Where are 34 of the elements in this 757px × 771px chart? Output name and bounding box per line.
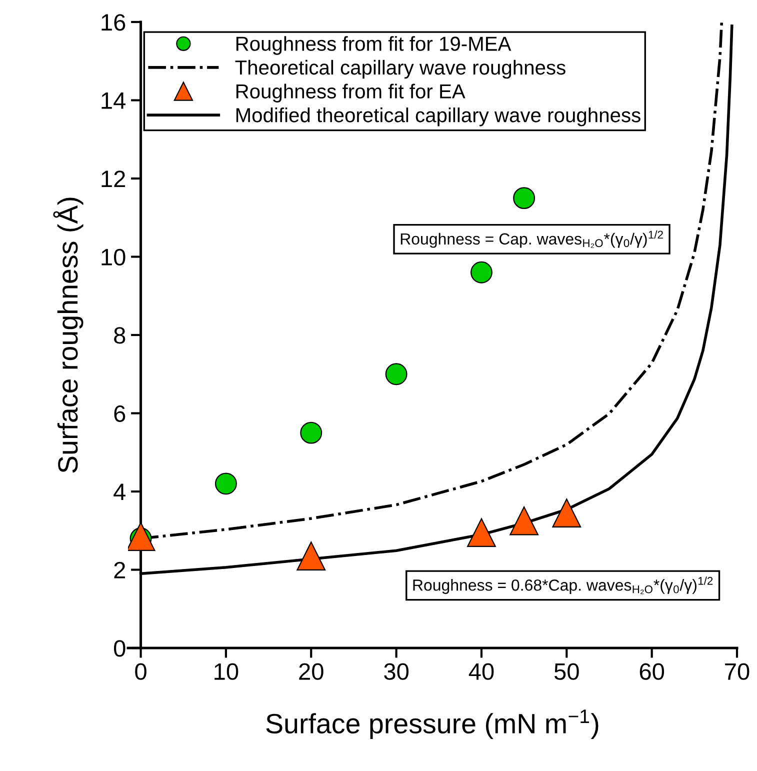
- y-tick-label: 16: [102, 14, 126, 31]
- y-tick-label: 14: [102, 92, 126, 109]
- point: [467, 518, 496, 548]
- x-tick-label: 70: [725, 663, 750, 680]
- y-tick-label: 2: [114, 562, 126, 578]
- x-tick-label: 10: [214, 663, 238, 680]
- point: [510, 506, 539, 536]
- legend-label: Roughness from fit for EA: [236, 84, 466, 102]
- point: [552, 498, 582, 528]
- x-tick-label: 0: [135, 663, 146, 680]
- x-tick-label: 50: [554, 663, 579, 680]
- annotation: Roughness = 0.68*Cap. waves$_{H₂O}$*(γ$_{0}$/γ)$^{1/2}$: [413, 576, 713, 594]
- point: [300, 422, 322, 444]
- point: [385, 363, 408, 386]
- legend-label: Roughness from fit for 19-MEA: [236, 36, 512, 55]
- point: [214, 472, 237, 495]
- y-tick-label: 12: [102, 170, 126, 188]
- y-tick-label: 4: [114, 484, 126, 500]
- y-tick-label: 10: [102, 248, 126, 266]
- x-tick-label: 30: [384, 663, 409, 680]
- point: [296, 542, 326, 570]
- x-tick-label: 40: [468, 663, 494, 680]
- y-axis-title: Surface roughness (Å): [53, 198, 84, 473]
- y-tick-label: 0: [114, 640, 126, 657]
- legend-label: Modified theoretical capillary wave roughness: [236, 108, 640, 126]
- x-axis-title: Surface pressure (mN m$^{−1}$): [266, 710, 598, 740]
- x-tick-label: 60: [640, 663, 664, 680]
- point: [470, 261, 492, 284]
- legend-label: Theoretical capillary wave roughness: [235, 60, 566, 79]
- y-tick-label: 8: [114, 327, 126, 344]
- annotation: Roughness = Cap. waves$_{H₂O}$*(γ$_{0}$/γ)$^{1/2}$: [400, 230, 663, 248]
- y-tick-label: 6: [114, 405, 126, 422]
- point: [513, 187, 536, 210]
- x-tick-label: 20: [299, 663, 324, 680]
